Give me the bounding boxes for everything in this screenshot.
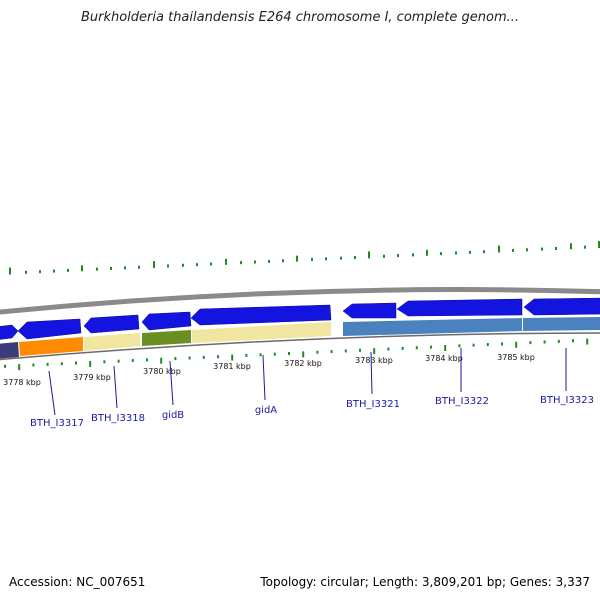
genome-summary-text: Topology: circular; Length: 3,809,201 bp…	[260, 575, 590, 589]
gene-label[interactable]: BTH_I3321	[346, 399, 400, 410]
gene-label-layer: BTH_I3317 BTH_I3318 gidB gidA BTH_I3321 BTH_I…	[30, 348, 594, 429]
gene-leader-line	[113, 365, 118, 409]
gene-leader-line	[48, 370, 56, 416]
gene-label[interactable]: BTH_I3323	[540, 395, 594, 406]
minor-tick-track	[4, 338, 589, 371]
gene-arrow[interactable]	[342, 302, 397, 319]
gene-arrow[interactable]	[17, 318, 82, 340]
gene-leader-line	[370, 351, 373, 395]
kbp-tick-label: 3783 kbp	[355, 356, 393, 365]
map-title: Burkholderia thailandensis E264 chromoso…	[80, 10, 520, 25]
chromosome-backbone	[0, 287, 600, 315]
gene-label[interactable]: BTH_I3322	[435, 396, 489, 407]
accession-text: Accession: NC_007651	[9, 575, 146, 589]
gene-leader-line	[169, 360, 174, 406]
gene-arrow[interactable]	[190, 304, 332, 326]
gene-label[interactable]: gidB	[162, 410, 184, 421]
gene-arrow[interactable]	[396, 298, 523, 317]
kbp-tick-label: 3784 kbp	[425, 354, 463, 363]
gene-arrow[interactable]	[141, 311, 192, 331]
gene-label[interactable]: gidA	[255, 405, 277, 416]
gene-arrow-track	[0, 297, 600, 340]
gene-arrow[interactable]	[83, 314, 140, 334]
kbp-tick-label: 3781 kbp	[213, 362, 251, 371]
kbp-tick-label: 3779 kbp	[73, 373, 111, 382]
gene-arrow[interactable]	[523, 297, 600, 316]
kbp-tick-label: 3782 kbp	[284, 359, 322, 368]
gene-label[interactable]: BTH_I3318	[91, 413, 145, 424]
kbp-tick-label: 3780 kbp	[143, 367, 181, 376]
gene-leader-line	[262, 354, 266, 401]
cog-category-track	[0, 317, 600, 361]
kbp-tick-label: 3785 kbp	[497, 353, 535, 362]
gene-arrow[interactable]	[0, 324, 19, 340]
gene-label[interactable]: BTH_I3317	[30, 418, 84, 429]
gc-content-track	[9, 241, 600, 275]
kbp-tick-label: 3778 kbp	[3, 378, 41, 387]
kbp-scale: 3778 kbp 3779 kbp 3780 kbp 3781 kbp 3782 kbp…	[3, 353, 535, 387]
